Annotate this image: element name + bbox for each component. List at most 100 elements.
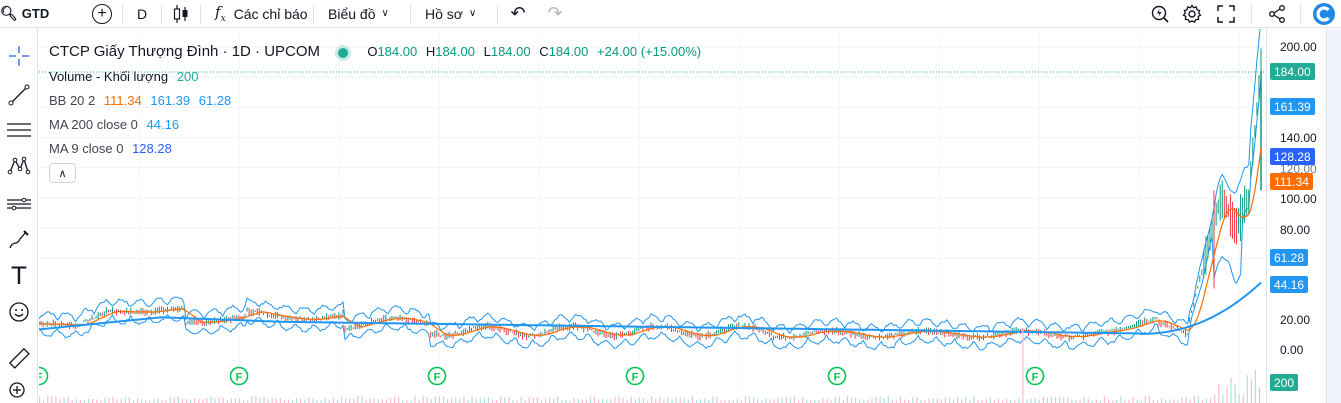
bb-label: BB 20 2	[49, 93, 96, 108]
divider	[1300, 3, 1301, 24]
volume-bar	[993, 400, 995, 403]
ohlc-high: 184.00	[435, 44, 475, 59]
volume-bar	[989, 396, 991, 403]
chart-type-button[interactable]	[162, 0, 200, 28]
volume-bar	[1161, 398, 1163, 403]
text-tool[interactable]: T	[0, 260, 38, 292]
top-toolbar: 🔍︎ GTD + D fx Các chỉ báo Biểu đồ ∨ Hồ s…	[0, 0, 1341, 28]
volume-bar	[606, 399, 608, 403]
volume-bar	[377, 398, 379, 403]
legend-bb[interactable]: BB 20 2 111.34 161.39 61.28	[49, 93, 236, 108]
volume-bar	[944, 397, 946, 403]
volume-bar	[1010, 399, 1012, 403]
interval-button[interactable]: D	[123, 0, 161, 28]
price-chart[interactable]: FFFFFF	[39, 29, 1266, 403]
pattern-tool[interactable]	[0, 150, 38, 182]
emoji-tool[interactable]	[0, 296, 38, 328]
volume-bar	[120, 398, 122, 403]
share-button[interactable]	[1260, 0, 1294, 28]
legend-ma9[interactable]: MA 9 close 0 128.28	[49, 141, 177, 156]
legend-volume[interactable]: Volume - Khối lượng 200	[49, 69, 203, 84]
volume-bar	[267, 399, 269, 403]
volume-bar	[740, 400, 742, 403]
volume-bar	[1120, 396, 1122, 403]
ma200-value: 44.16	[146, 117, 180, 132]
volume-bar	[238, 398, 241, 403]
undo-icon: ↶	[510, 3, 526, 23]
volume-bar	[757, 398, 759, 403]
zoom-tool[interactable]	[0, 376, 38, 403]
volume-bar	[1038, 400, 1040, 403]
volume-bar	[879, 396, 881, 403]
volume-bar	[92, 398, 94, 403]
volume-bar	[957, 397, 959, 403]
volume-bar	[997, 398, 1000, 403]
volume-bar	[459, 397, 461, 403]
legend-collapse-button[interactable]: ∧	[49, 163, 76, 183]
volume-bar	[1022, 328, 1024, 403]
volume-bar	[455, 397, 457, 403]
volume-bar	[1014, 400, 1016, 403]
pattern-icon	[7, 156, 31, 175]
volume-bar	[655, 398, 657, 403]
volume-bar	[801, 397, 804, 403]
volume-bar	[1144, 396, 1146, 403]
volume-bar	[279, 397, 281, 403]
forecast-tool[interactable]	[0, 188, 38, 220]
fib-tool[interactable]	[0, 114, 38, 146]
volume-bar	[1209, 398, 1212, 403]
volume-bar	[1087, 398, 1089, 403]
series-title[interactable]: CTCP Giấy Thượng Đình · 1D · UPCOM	[49, 43, 321, 60]
event-marker	[625, 366, 645, 386]
volume-bar	[283, 400, 286, 403]
chart-menu-button[interactable]: Biểu đồ ∨	[314, 0, 410, 28]
trend-line-tool[interactable]	[0, 79, 38, 111]
compare-button[interactable]: +	[84, 0, 120, 28]
legend-ma200[interactable]: MA 200 close 0 44.16	[49, 117, 184, 132]
volume-bar	[908, 400, 910, 403]
volume-bar	[1001, 400, 1004, 403]
redo-button[interactable]: ↷	[538, 0, 572, 28]
chart-pane[interactable]: FFFFFF	[39, 29, 1266, 403]
volume-bar	[659, 396, 661, 403]
bb-mid-value: 111.34	[103, 93, 142, 108]
profile-menu-button[interactable]: Hồ sơ ∨	[411, 0, 497, 28]
event-marker-label: F	[1032, 372, 1039, 384]
volume-bar	[687, 400, 689, 403]
volume-bar	[234, 398, 237, 403]
volume-bar	[691, 396, 694, 403]
volume-bar	[1034, 398, 1036, 403]
volume-bar	[1030, 398, 1032, 403]
crosshair-tool[interactable]	[0, 40, 38, 72]
bb-upper-value: 161.39	[150, 93, 191, 108]
volume-bar	[181, 398, 184, 403]
volume-bar	[1050, 396, 1053, 403]
brush-tool[interactable]	[0, 224, 38, 256]
measure-tool[interactable]	[0, 342, 38, 374]
volume-bar	[863, 400, 865, 403]
quick-search-button[interactable]	[1145, 0, 1175, 28]
fib-retracement-icon	[7, 123, 31, 137]
volume-bar	[924, 399, 926, 403]
fx-icon: fx	[215, 3, 226, 24]
symbol-search[interactable]: 🔍︎ GTD	[0, 0, 84, 28]
undo-button[interactable]: ↶	[498, 0, 538, 28]
volume-bar	[651, 396, 653, 403]
ma200-line	[39, 281, 1262, 335]
volume-bar	[806, 399, 808, 403]
volume-bar	[1095, 399, 1097, 403]
ma9-tag: 128.28	[1270, 148, 1315, 165]
volume-bar	[87, 398, 90, 403]
axis-tick: 140.00	[1280, 131, 1317, 145]
volume-bar	[1185, 397, 1187, 403]
settings-button[interactable]	[1175, 0, 1209, 28]
volume-bar	[63, 397, 65, 403]
bb-lower-value: 61.28	[198, 93, 232, 108]
price-axis[interactable]	[1266, 29, 1326, 403]
indicators-button[interactable]: fx Các chỉ báo	[201, 0, 313, 28]
right-panel-strip	[1326, 29, 1341, 403]
event-marker	[1025, 366, 1045, 386]
fullscreen-button[interactable]	[1209, 0, 1243, 28]
volume-bar	[516, 400, 518, 403]
volume-bar	[981, 400, 983, 403]
